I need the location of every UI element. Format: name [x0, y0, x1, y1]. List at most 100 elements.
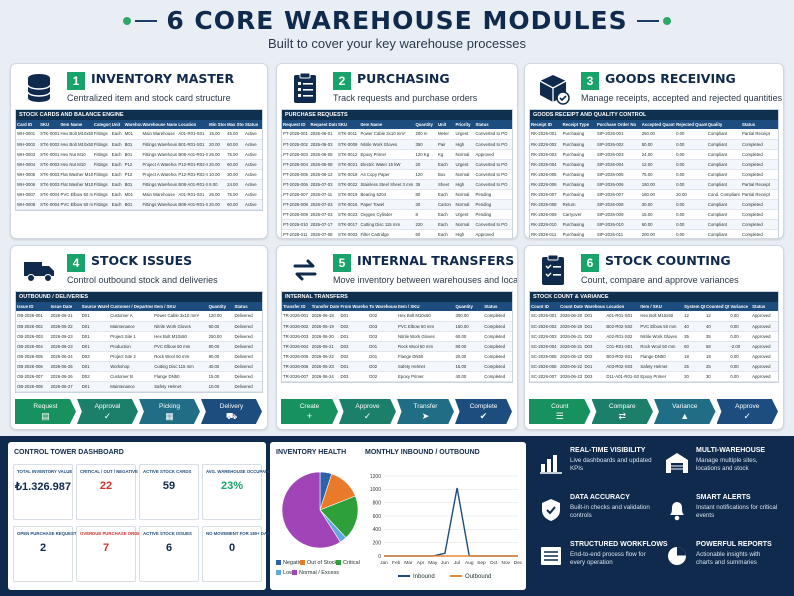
table-row[interactable]: PT-2026-008 2026-07-03 STK-0016 Paper Towel…: [282, 199, 512, 210]
table-row[interactable]: WH-0004 STK-0003 Hex Nut M10 Fittings Each P1…: [16, 159, 262, 170]
flow-step-create[interactable]: Create +: [281, 399, 338, 424]
flow-step-compare[interactable]: Compare ⇄: [591, 399, 653, 424]
table-row[interactable]: RK-2026-001 Purchasing SIP-2026-001 250.00 0…: [530, 129, 778, 140]
flow-step-variance[interactable]: Variance ▲: [654, 399, 716, 424]
column-header[interactable]: Warehouse Code: [123, 120, 142, 129]
column-header[interactable]: Customer / Department: [109, 302, 154, 311]
column-header[interactable]: Item / SKU: [397, 302, 455, 311]
column-header[interactable]: Category: [92, 120, 111, 129]
column-header[interactable]: Status: [233, 302, 262, 311]
column-header[interactable]: Transfer Date: [310, 302, 340, 311]
table-row[interactable]: RK-2026-009 Carryover SIP-2026-009 15.00 0.0…: [530, 209, 778, 220]
column-header[interactable]: Unit: [436, 120, 455, 129]
flow-step-request[interactable]: Request ▤: [15, 399, 76, 424]
column-header[interactable]: Status: [741, 120, 778, 129]
table-row[interactable]: RK-2026-007 Purchasing SIP-2026-007 180.00 2…: [530, 189, 778, 200]
column-header[interactable]: Unit: [110, 120, 124, 129]
column-header[interactable]: Card ID: [16, 120, 40, 129]
column-header[interactable]: Accepted Quantity: [640, 120, 676, 129]
table-row[interactable]: PT-2026-002 2026-06-03 STK-0009 Nitrile Wor…: [282, 139, 512, 150]
flow-step-count[interactable]: Count ☰: [529, 399, 591, 424]
table-row[interactable]: OB-2026-002 2026-06-22 D01 Maintenance Nitri…: [16, 321, 262, 332]
table-row[interactable]: SC-2026-006 2026-06-22 D01 A03-R02-S03 Safet…: [530, 361, 778, 372]
table-row[interactable]: OB-2026-001 2026-06-21 D01 Customer A Power …: [16, 311, 262, 322]
table-row[interactable]: TR-2026-005 2026-06-22 D02 D01 Flange DN50 20…: [282, 351, 512, 362]
column-header[interactable]: Transfer ID: [282, 302, 311, 311]
column-header[interactable]: Issue Date: [49, 302, 81, 311]
table-row[interactable]: SC-2026-003 2026-06-21 D02 A02-R01-S02 Nitri…: [530, 331, 778, 342]
table-row[interactable]: PT-2026-001 2026-06-01 STK-0011 Power Cable…: [282, 129, 512, 140]
table-row[interactable]: RK-2026-011 Purchasing SIP-2026-011 200.00 0…: [530, 229, 778, 238]
table-row[interactable]: OB-2026-004 2026-06-23 D01 Production PVC El…: [16, 341, 262, 352]
table-row[interactable]: SC-2026-005 2026-06-22 D02 B03-R02-S01 Flang…: [530, 351, 778, 362]
flow-step-picking[interactable]: Picking ▦: [139, 399, 200, 424]
pie-slice-normal-excess[interactable]: [281, 471, 341, 549]
table-row[interactable]: PT-2026-007 2026-07-11 STK-0019 Bearing 620…: [282, 189, 512, 200]
table-row[interactable]: WH-0001 STK-0001 Hex Bolt M10x50 Fittings Ea…: [16, 129, 262, 140]
column-header[interactable]: Warehouse Name: [141, 120, 178, 129]
column-header[interactable]: Purchase Order No: [595, 120, 641, 129]
table-row[interactable]: SC-2026-007 2026-06-23 D03 D11-A01-R01-S01 E…: [530, 371, 778, 382]
flow-step-transfer[interactable]: Transfer ➤: [397, 399, 454, 424]
table-row[interactable]: RK-2026-004 Purchasing SIP-2026-004 12.00 0.…: [530, 159, 778, 170]
column-header[interactable]: Request ID: [282, 120, 310, 129]
table-row[interactable]: TR-2026-001 2026-06-18 D01 D02 Hex Bolt M10x…: [282, 311, 512, 322]
table-row[interactable]: OB-2026-008 2026-06-27 D01 Maintenance Safet…: [16, 381, 262, 392]
table-row[interactable]: RK-2026-002 Purchasing SIP-2026-002 50.00 0.…: [530, 139, 778, 150]
column-header[interactable]: Quantity: [454, 302, 484, 311]
column-header[interactable]: SKU: [39, 120, 60, 129]
column-header[interactable]: Counted Qty: [705, 302, 730, 311]
table-row[interactable]: PT-2026-005 2026-06-12 STK-0018 A4 Copy Pap…: [282, 169, 512, 180]
column-header[interactable]: Status: [244, 120, 262, 129]
column-header[interactable]: Count ID: [530, 302, 560, 311]
column-header[interactable]: System Qty: [683, 302, 706, 311]
column-header[interactable]: Variance: [729, 302, 752, 311]
column-header[interactable]: Issue ID: [16, 302, 50, 311]
column-header[interactable]: Quantity: [207, 302, 234, 311]
column-header[interactable]: Source Warehouse: [80, 302, 110, 311]
table-row[interactable]: OB-2026-007 2026-06-26 D02 Customer B Flange…: [16, 371, 262, 382]
table-row[interactable]: RK-2026-006 Purchasing SIP-2026-006 150.00 0…: [530, 179, 778, 190]
table-row[interactable]: OB-2026-006 2026-06-25 D01 Workshop Cutting …: [16, 361, 262, 372]
table-row[interactable]: OB-2026-003 2026-06-23 D01 Project Site 1 He…: [16, 331, 262, 342]
column-header[interactable]: Request Date: [309, 120, 337, 129]
table-row[interactable]: WH-0003 STK-0001 Hex Nut M10 Fittings Each B0…: [16, 149, 262, 160]
flow-step-delivery[interactable]: Delivery ⛟: [201, 399, 262, 424]
column-header[interactable]: Receipt Type: [561, 120, 596, 129]
column-header[interactable]: Max Stock: [226, 120, 244, 129]
table-row[interactable]: WH-0006 STK-0003 Flat Washer M10 Fittings Ea…: [16, 179, 262, 190]
flow-step-approve[interactable]: Approve ✓: [716, 399, 778, 424]
column-header[interactable]: Location: [605, 302, 640, 311]
table-row[interactable]: RK-2026-010 Purchasing SIP-2026-010 60.00 0.…: [530, 219, 778, 230]
flow-step-approval[interactable]: Approval ✓: [77, 399, 138, 424]
column-header[interactable]: Status: [751, 302, 778, 311]
table-row[interactable]: PT-2026-010 2026-07-17 STK-0017 Cutting Dis…: [282, 219, 512, 230]
table-row[interactable]: TR-2026-002 2026-06-19 D02 D03 PVC Elbow 50 …: [282, 321, 512, 332]
table-row[interactable]: PT-2026-006 2026-07-03 STK-0022 Stainless S…: [282, 179, 512, 190]
table-row[interactable]: TR-2026-006 2026-06-23 D01 D02 Safety Helmet…: [282, 361, 512, 372]
column-header[interactable]: Rejected Quantity: [675, 120, 707, 129]
column-header[interactable]: Receipt ID: [530, 120, 562, 129]
column-header[interactable]: Status: [474, 120, 512, 129]
column-header[interactable]: Location: [177, 120, 209, 129]
column-header[interactable]: Priority: [454, 120, 475, 129]
table-row[interactable]: OB-2026-005 2026-06-24 D03 Project Site 2 Ro…: [16, 351, 262, 362]
table-row[interactable]: RK-2026-003 Purchasing SIP-2026-003 24.00 0.…: [530, 149, 778, 160]
table-row[interactable]: PT-2026-004 2026-06-08 STK-0021 Electric Wa…: [282, 159, 512, 170]
table-row[interactable]: TR-2026-007 2026-06-24 D03 D02 Epoxy Primer 4…: [282, 371, 512, 382]
column-header[interactable]: Item Name: [59, 120, 93, 129]
table-row[interactable]: RK-2026-008 Return SIP-2026-008 30.00 0.00 Co…: [530, 199, 778, 210]
table-row[interactable]: SC-2026-001 2026-06-20 D01 A01-R01-S01 Hex B…: [530, 311, 778, 322]
column-header[interactable]: Warehouse: [583, 302, 606, 311]
column-header[interactable]: To Warehouse: [368, 302, 397, 311]
column-header[interactable]: Item / SKU: [153, 302, 208, 311]
table-row[interactable]: PT-2026-009 2026-07-03 STK-0023 Oxygen Cyli…: [282, 209, 512, 220]
table-row[interactable]: TR-2026-003 2026-06-20 D01 D03 Nitrile Work …: [282, 331, 512, 342]
flow-step-complete[interactable]: Complete ✔: [455, 399, 512, 424]
table-row[interactable]: WH-0002 STK-0002 Hex Bolt M10x50 Fittings Ea…: [16, 139, 262, 150]
table-row[interactable]: WH-0005 STK-0003 Flat Washer M10 Fittings Ea…: [16, 169, 262, 180]
table-row[interactable]: SC-2026-002 2026-06-20 D01 B02-R02-S02 PVC E…: [530, 321, 778, 332]
column-header[interactable]: Quantity: [414, 120, 437, 129]
